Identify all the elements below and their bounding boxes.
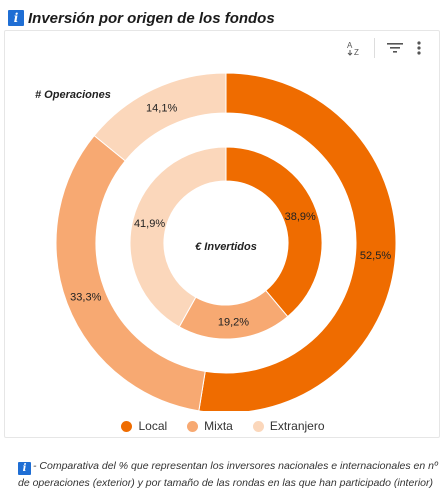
- slice-labels: 52,5% 33,3% 14,1% 38,9% 19,2% 41,9%: [70, 103, 391, 329]
- outer-label-local: 52,5%: [360, 250, 391, 262]
- footnote-text: - Comparativa del % que representan los …: [18, 460, 438, 489]
- legend-item-extranjero[interactable]: Extranjero: [252, 419, 325, 433]
- legend-label-extranjero: Extranjero: [269, 419, 325, 433]
- toolbar-divider: [374, 38, 375, 58]
- outer-label-extranjero: 14,1%: [146, 103, 177, 115]
- outer-label-mixta: 33,3%: [70, 291, 101, 303]
- inner-label-extranjero: 41,9%: [134, 218, 165, 230]
- info-icon: i: [8, 10, 24, 26]
- chart-footnote: i- Comparativa del % que representan los…: [18, 458, 438, 492]
- inner-label-mixta: 19,2%: [218, 317, 249, 329]
- footnote-info-icon: i: [18, 462, 31, 475]
- legend-label-local: Local: [138, 419, 168, 433]
- filter-icon[interactable]: [383, 37, 407, 59]
- chart-legend: Local Mixta Extranjero: [5, 419, 441, 433]
- chart-title: Inversión por origen de los fondos: [28, 9, 275, 27]
- legend-label-mixta: Mixta: [204, 419, 233, 433]
- inner-slice-extranjero[interactable]: [129, 146, 227, 328]
- inner-label-local: 38,9%: [285, 211, 316, 223]
- svg-text:A: A: [347, 41, 353, 50]
- chart-header: i Inversión por origen de los fondos: [8, 8, 275, 28]
- inner-slice-local[interactable]: [225, 146, 323, 318]
- outer-chart-title: # Operaciones: [35, 89, 111, 101]
- legend-dot-local: [121, 420, 133, 432]
- legend-item-local[interactable]: Local: [121, 419, 167, 433]
- donut-chart: 52,5% 33,3% 14,1% 38,9% 19,2% 41,9% € Inverti…: [55, 72, 397, 411]
- chart-card: A Z # Operaciones 52,5% 33,3% 14,1% 38,9% 19: [4, 30, 440, 438]
- inner-ring: [129, 146, 323, 340]
- legend-item-mixta[interactable]: Mixta: [187, 419, 233, 433]
- outer-ring: [55, 72, 397, 411]
- legend-dot-mixta: [187, 420, 199, 432]
- chart-toolbar: A Z: [342, 37, 431, 59]
- outer-slice-extranjero[interactable]: [93, 72, 227, 162]
- more-vert-icon[interactable]: [407, 37, 431, 59]
- svg-text:Z: Z: [354, 48, 359, 57]
- outer-slice-local[interactable]: [198, 72, 397, 411]
- inner-chart-title: € Invertidos: [195, 241, 257, 253]
- legend-dot-extranjero: [252, 420, 264, 432]
- sort-az-icon[interactable]: A Z: [342, 37, 366, 59]
